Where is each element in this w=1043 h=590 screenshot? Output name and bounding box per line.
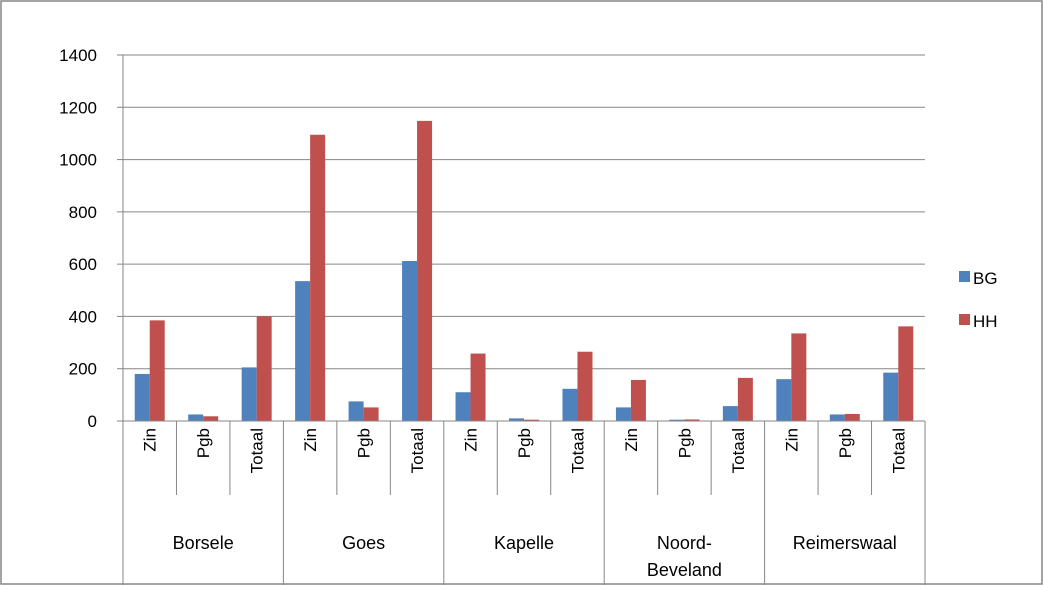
y-tick-label: 600 (69, 255, 97, 274)
x-group-label: Beveland (647, 560, 722, 580)
legend-swatch-hh (959, 314, 970, 325)
legend-swatch-bg (959, 271, 970, 282)
legend-label-hh: HH (973, 312, 998, 331)
bar-bg-4 (348, 401, 364, 421)
bar-bg-3 (295, 281, 311, 421)
x-group-label: Kapelle (494, 533, 554, 553)
y-tick-label: 1000 (59, 151, 97, 170)
bar-bg-2 (241, 367, 257, 421)
bar-bg-12 (776, 379, 792, 421)
x-group-label: Noord- (657, 533, 712, 553)
bar-bg-1 (188, 414, 204, 421)
bar-hh-12 (791, 333, 807, 421)
bar-hh-13 (844, 413, 860, 421)
bar-bg-9 (615, 407, 631, 421)
bar-bg-5 (402, 261, 418, 421)
bar-bg-10 (669, 419, 685, 421)
y-tick-label: 200 (69, 360, 97, 379)
x-category-label: Pgb (836, 428, 855, 458)
y-tick-label: 800 (69, 203, 97, 222)
x-category-label: Zin (141, 428, 160, 452)
bar-hh-6 (470, 353, 486, 421)
bar-bg-0 (134, 373, 150, 421)
bar-hh-8 (577, 351, 593, 421)
x-category-label: Pgb (675, 428, 694, 458)
y-tick-label: 1400 (59, 46, 97, 65)
x-group-label: Reimerswaal (793, 533, 897, 553)
bar-bg-14 (883, 372, 899, 421)
x-category-label: Totaal (408, 428, 427, 473)
legend: BG HH (959, 269, 998, 331)
x-category-label: Zin (622, 428, 641, 452)
bar-hh-7 (524, 419, 539, 421)
bar-bg-7 (509, 418, 524, 421)
y-tick-label: 400 (69, 307, 97, 326)
bar-bg-8 (562, 388, 578, 421)
bar-hh-9 (630, 379, 646, 421)
bar-hh-3 (310, 134, 326, 422)
x-category-label: Totaal (889, 428, 908, 473)
legend-label-bg: BG (973, 269, 998, 288)
y-tick-label: 0 (88, 412, 97, 431)
bar-bg-13 (829, 414, 845, 421)
bar-bg-11 (722, 406, 738, 421)
x-category-label: Pgb (515, 428, 534, 458)
x-group-label: Goes (342, 533, 385, 553)
x-category-label: Zin (301, 428, 320, 452)
bar-hh-5 (417, 120, 433, 421)
bars (134, 120, 914, 422)
bar-hh-0 (149, 320, 165, 421)
bar-bg-6 (455, 392, 471, 421)
x-category-label: Pgb (194, 428, 213, 458)
bar-hh-14 (898, 326, 914, 421)
y-tick-label: 1200 (59, 98, 97, 117)
gridlines (123, 54, 925, 370)
x-category-label: Zin (782, 428, 801, 452)
bar-hh-2 (256, 316, 272, 421)
bar-hh-10 (684, 419, 700, 421)
x-category-label: Totaal (568, 428, 587, 473)
bar-hh-11 (737, 377, 753, 421)
axes: 0 200 400 600 800 1000 1200 1400 Zin Pgb Totaal Zin… (59, 46, 926, 585)
x-category-label: Pgb (355, 428, 374, 458)
x-category-label: Totaal (729, 428, 748, 473)
x-category-label: Totaal (248, 428, 267, 473)
x-category-label: Zin (462, 428, 481, 452)
bar-hh-1 (203, 416, 219, 421)
x-group-label: Borsele (173, 533, 234, 553)
bar-hh-4 (363, 407, 379, 421)
